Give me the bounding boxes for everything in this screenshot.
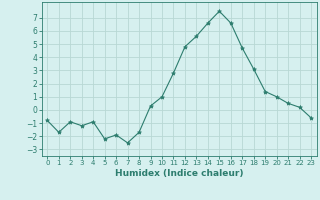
X-axis label: Humidex (Indice chaleur): Humidex (Indice chaleur) xyxy=(115,169,244,178)
